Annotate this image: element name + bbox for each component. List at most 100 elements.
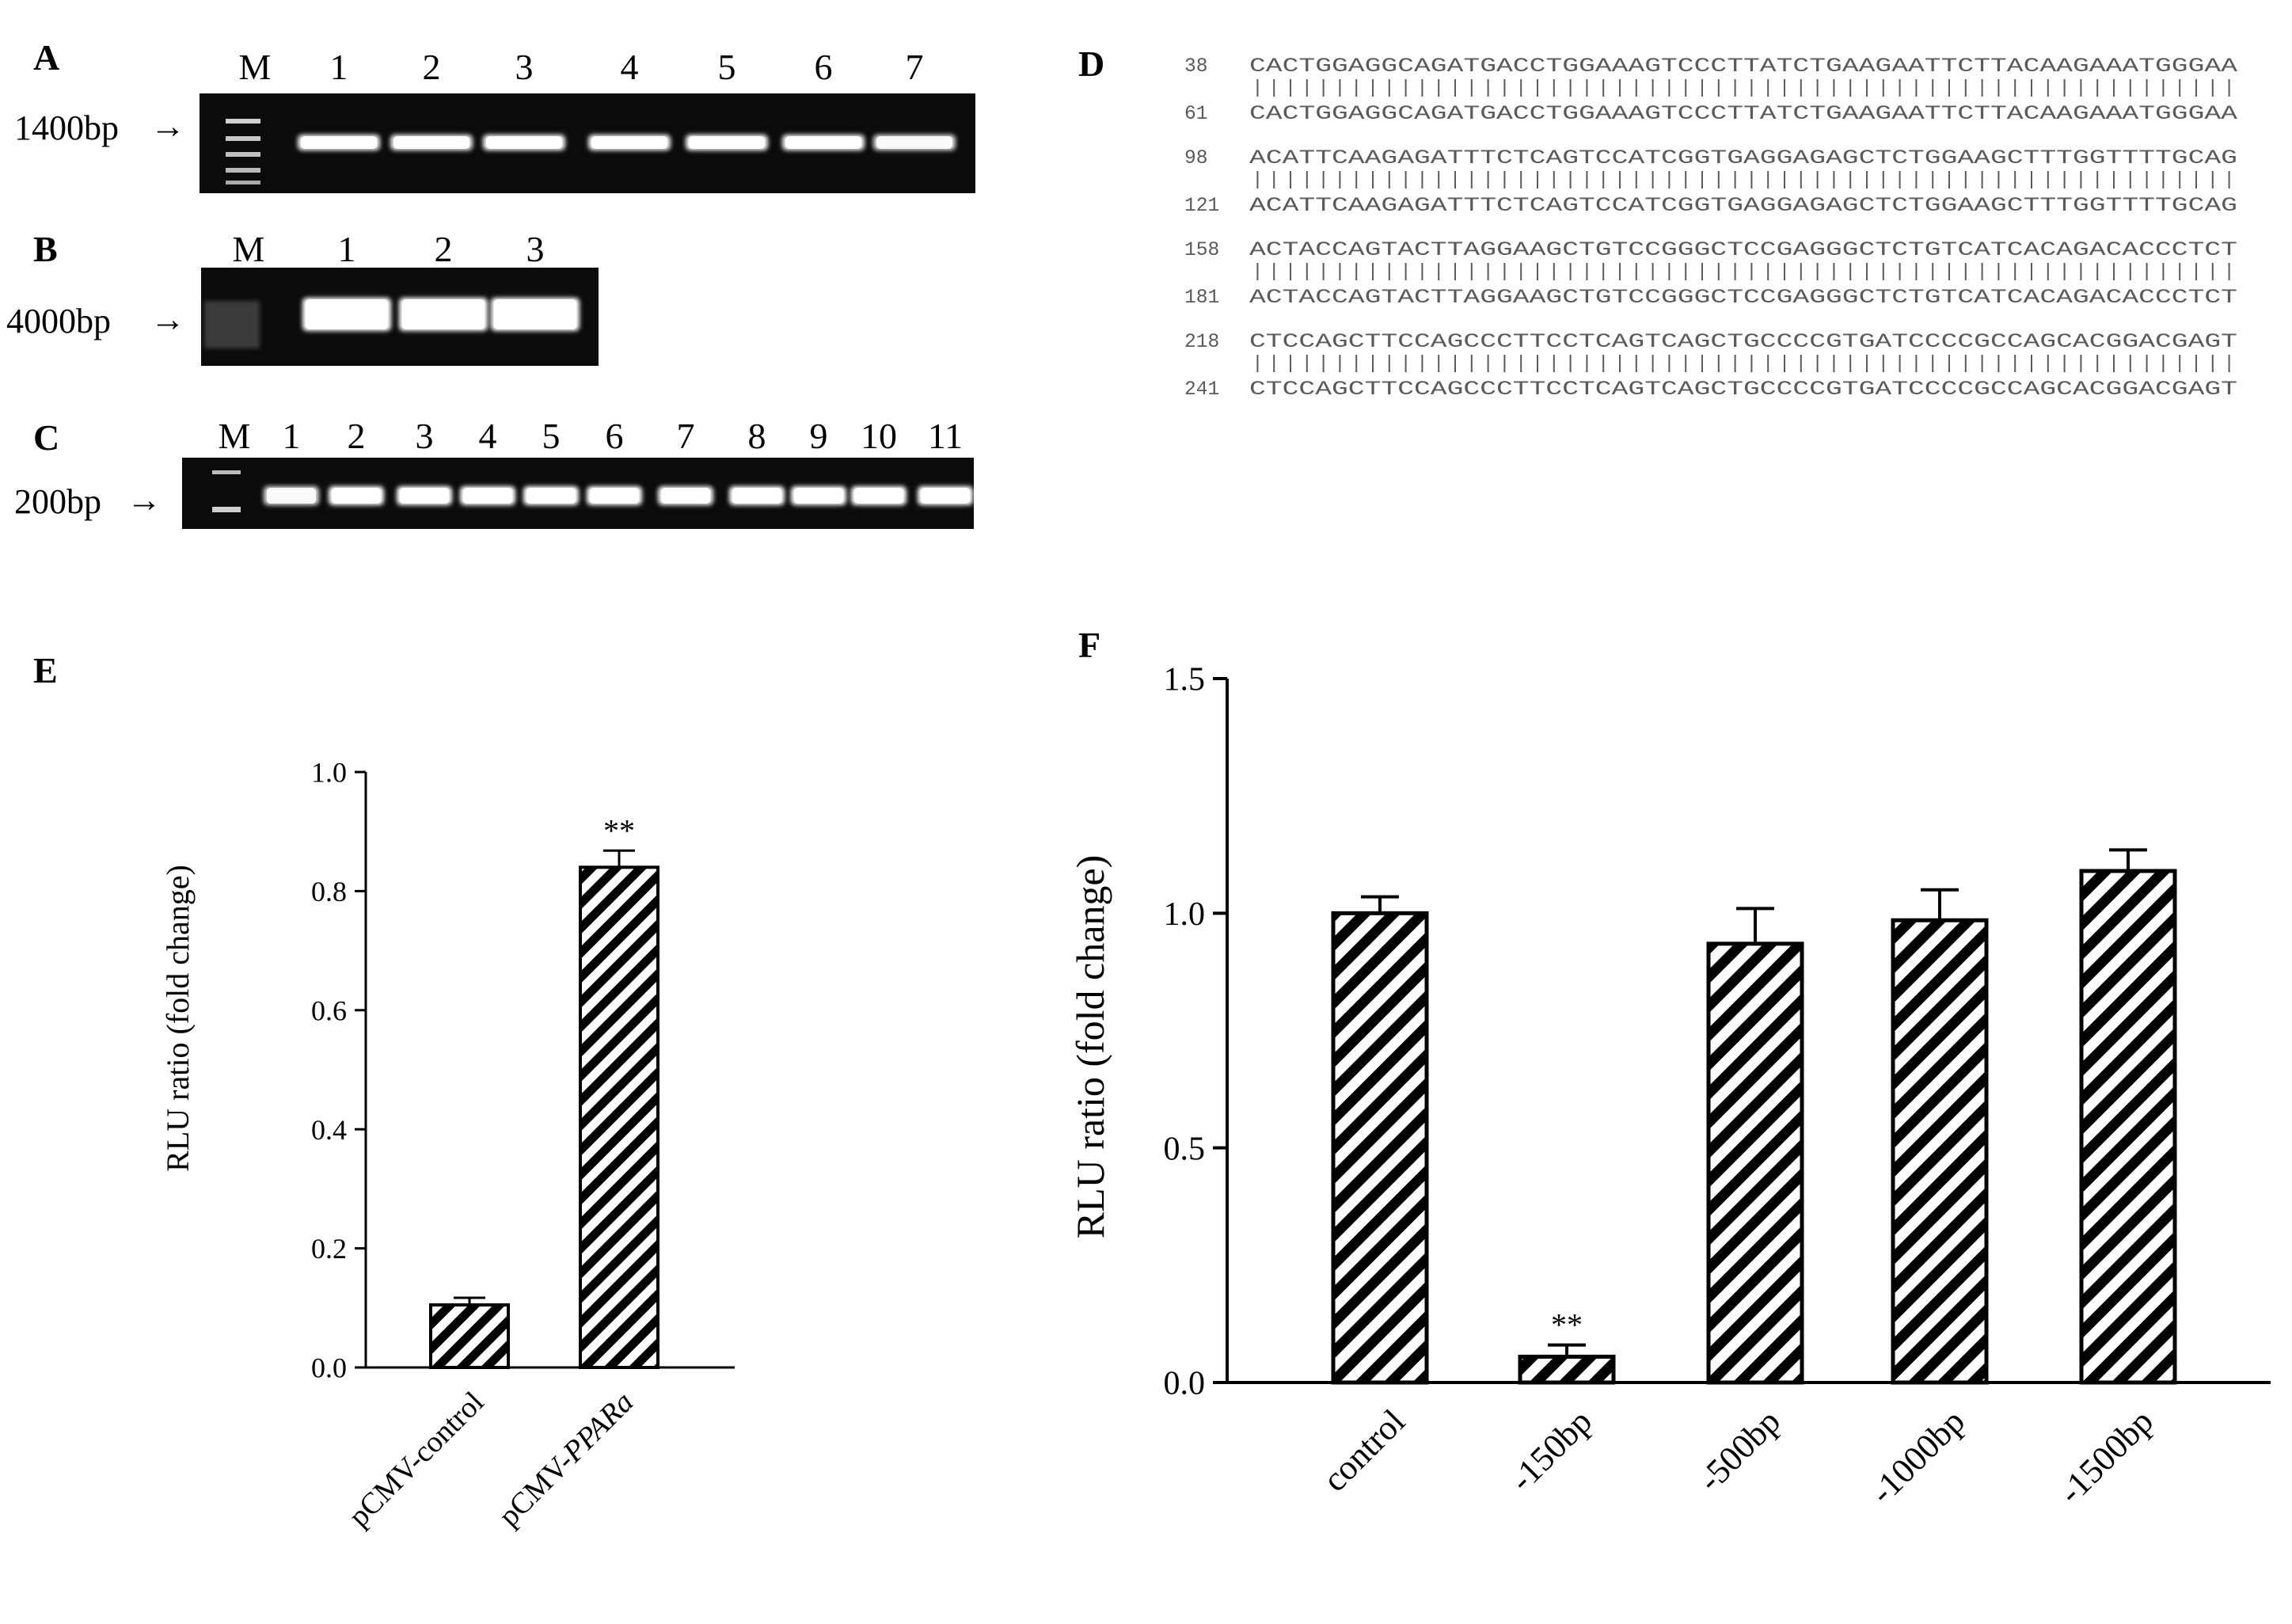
gel-a-band-core [689,136,765,149]
alignment-subject-start: 61 [1184,104,1208,125]
bar [1706,941,1804,1385]
gel-a-bands [298,135,956,150]
significance-marker: ** [603,812,635,848]
gel-a-arrow: → [150,107,185,146]
gel-c-band-core [854,488,903,504]
gel-c-lane-label: 2 [348,416,366,456]
chart-e-ylabel: RLU ratio (fold change) [160,865,196,1172]
alignment-subject-seq: CACTGGAGGCAGATGACCTGGAAAGTCCCTTATCTGAAGA… [1249,104,2237,125]
gel-c-lane-label: 5 [542,416,561,456]
category-label: pCMV-control [342,1386,490,1534]
gel-c-lane-label: 9 [810,416,828,456]
bar [1518,1354,1616,1385]
gel-c-band-core [526,488,576,504]
category-label: -1000bp [1863,1402,1972,1511]
alignment-match-bars [1256,263,2230,280]
gel-c-lane-label: 11 [928,416,963,456]
gel-c-band-core [463,488,512,504]
gel-c-lane-labels: 1 2 3 4 5 6 7 8 9 10 11 [283,416,964,456]
gel-b-lane-label: 2 [435,229,453,269]
alignment-query-seq: CACTGGAGGCAGATGACCTGGAAAGTCCCTTATCTGAAGA… [1249,56,2237,78]
y-tick-label: 0.0 [1164,1366,1206,1402]
panel-d: D 38 CACTGGAGGCAGATGACCTGGAAAGTCCCTTATCTG… [1078,44,2237,401]
category-label: -1500bp [2051,1402,2161,1511]
gel-c-lane-label: 6 [606,416,624,456]
gel-c-band-core [661,488,710,504]
gel-a-ladder [226,119,260,184]
gel-a-band-core [591,136,667,149]
bar [1331,911,1429,1385]
gel-a-size-label: 1400bp [14,108,119,147]
panel-f-label: F [1078,625,1100,665]
panel-b-label: B [33,229,58,269]
significance-marker: ** [1551,1307,1583,1343]
gel-a-band-core [876,136,952,149]
category-label: -500bp [1690,1402,1788,1499]
gel-c-size-label: 200bp [14,482,101,521]
gel-b-lane-label: 1 [338,229,356,269]
alignment-query-start: 158 [1184,240,1219,261]
gel-c-band-core [267,488,316,504]
gel-b-band-core [494,299,576,329]
panel-f: F RLU ratio (fold change) 0.0 0.5 1.0 1.5 co… [1068,625,2271,1512]
y-tick-label: 1.0 [311,757,347,789]
y-tick-label: 0.6 [311,995,347,1026]
chart-f-ylabel: RLU ratio (fold change) [1068,855,1112,1239]
category-label: pCMV-PPARa [492,1386,640,1533]
alignment-query-start: 38 [1184,56,1208,78]
gel-c-band-core [400,488,449,504]
y-tick-label: 0.4 [311,1114,347,1146]
gel-a-lane-label: 6 [815,47,833,87]
panel-a-label: A [33,37,59,78]
gel-a-band-core [486,136,562,149]
gel-c-band-core [921,488,970,504]
panel-a: A M 1 2 3 4 5 6 7 1400bp → [14,37,975,193]
category-label: -150bp [1502,1402,1599,1499]
chart-f: 0.0 0.5 1.0 1.5 control ** -150bp -500bp -1000bp… [1164,662,2271,1512]
gel-a-lane-label: 3 [515,47,534,87]
alignment-query-seq: CTCCAGCTTCCAGCCCTTCCTCAGTCAGCTGCCCCGTGAT… [1249,332,2237,353]
gel-b-arrow: → [150,300,185,339]
panel-c: C M 1 2 3 4 5 6 7 8 9 10 11 200bp → [14,416,974,529]
chart-e: 0.0 0.2 0.4 0.6 0.8 1.0 pCMV-control ** pCMV-PPA… [311,757,735,1534]
y-tick-label: 0.2 [311,1233,347,1265]
alignment-subject-start: 241 [1184,379,1219,401]
gel-c-lane-label: 10 [861,416,897,456]
gel-b-band-core [402,299,485,329]
gel-a-lane-labels: 1 2 3 4 5 6 7 [330,47,924,87]
gel-c-band-core [590,488,639,504]
gel-c-band-core [794,488,843,504]
bar [429,1303,510,1370]
gel-a-marker-label: M [239,47,272,87]
panel-c-label: C [33,417,59,458]
gel-b-marker-label: M [233,229,265,269]
gel-a-lane-label: 5 [718,47,736,87]
gel-c-lane-label: 4 [479,416,497,456]
alignment-match-bars [1256,355,2230,372]
alignment-subject-start: 121 [1184,196,1219,217]
bar [2079,869,2177,1385]
alignment-subject-seq: ACTACCAGTACTTAGGAAGCTGTCCGGGCTCCGAGGGCTC… [1249,287,2237,309]
category-label: control [1315,1402,1412,1499]
gel-a-band-core [393,136,469,149]
gel-b-ladder [204,301,260,348]
alignment-match-bars [1256,79,2230,97]
alignment-match-bars [1256,171,2230,188]
gel-c-arrow: → [127,481,162,519]
gel-c-marker-label: M [219,416,251,456]
y-tick-label: 1.0 [1164,896,1206,933]
gel-a-lane-label: 4 [621,47,639,87]
bar [1891,918,1989,1385]
gel-b-size-label: 4000bp [6,302,111,340]
gel-a-lane-label: 2 [423,47,441,87]
y-tick-label: 0.0 [311,1352,347,1384]
alignment-subject-start: 181 [1184,287,1219,309]
gel-c-lane-label: 8 [748,416,766,456]
panel-e-label: E [33,650,58,690]
panel-e: E RLU ratio (fold change) 0.00.20.40.60.… [33,650,735,1534]
gel-c-band-core [732,488,781,504]
panel-b: B M 1 2 3 4000bp → [6,229,599,366]
bar [579,865,659,1369]
